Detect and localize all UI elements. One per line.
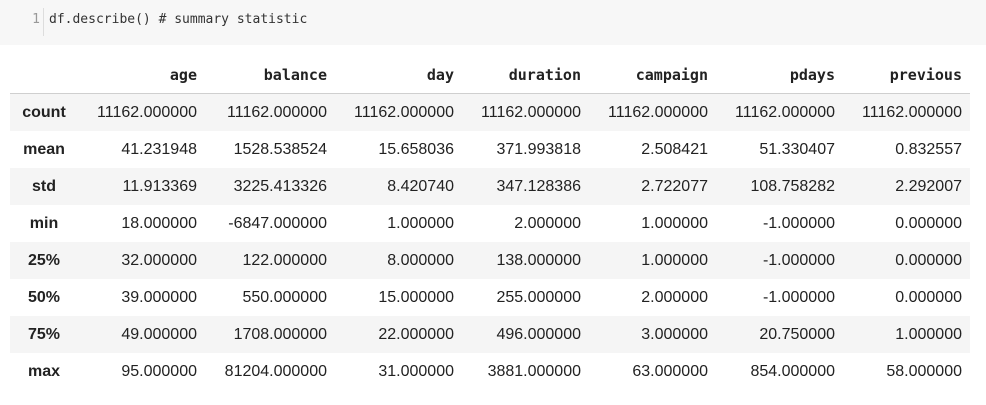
column-header: age: [78, 56, 205, 94]
column-header: campaign: [589, 56, 716, 94]
table-cell: 1.000000: [641, 214, 708, 232]
column-header: previous: [843, 56, 970, 94]
table-cell: 22.000000: [378, 325, 454, 343]
table-cell: 58.000000: [886, 362, 962, 380]
table-cell: 32.000000: [121, 251, 197, 269]
table-cell: 15.000000: [378, 288, 454, 306]
table-cell: 3.000000: [641, 325, 708, 343]
table-cell: 31.000000: [378, 362, 454, 380]
row-label: min: [29, 214, 59, 232]
table-row: 25% 32.000000 122.000000 8.000000 138.00…: [10, 242, 970, 279]
line-number: 1: [32, 12, 40, 27]
row-label: std: [32, 177, 56, 195]
table-row: mean 41.231948 1528.538524 15.658036 371…: [10, 131, 970, 168]
table-row: min 18.000000 -6847.000000 1.000000 2.00…: [10, 205, 970, 242]
table-row: count 11162.000000 11162.000000 11162.00…: [10, 93, 970, 131]
table-row: max 95.000000 81204.000000 31.000000 388…: [10, 353, 970, 390]
column-header: pdays: [716, 56, 843, 94]
table-cell: 1.000000: [895, 325, 962, 343]
table-cell: 1.000000: [641, 251, 708, 269]
describe-table: age balance day duration campaign pdays …: [10, 56, 970, 390]
table-cell: 2.722077: [641, 177, 708, 195]
code-cell[interactable]: 1 df.describe() # summary statistic: [0, 0, 986, 45]
table-cell: 347.128386: [496, 177, 581, 195]
table-cell: 550.000000: [242, 288, 327, 306]
table-cell: 15.658036: [378, 140, 454, 158]
row-label: 50%: [27, 288, 61, 306]
table-cell: 854.000000: [750, 362, 835, 380]
table-header-row: age balance day duration campaign pdays …: [10, 56, 970, 94]
table-cell: 0.000000: [895, 288, 962, 306]
table-cell: 2.000000: [641, 288, 708, 306]
table-cell: 39.000000: [121, 288, 197, 306]
table-cell: 20.750000: [759, 325, 835, 343]
table-cell: -6847.000000: [228, 214, 327, 232]
table-cell: 8.420740: [387, 177, 454, 195]
table-cell: 11162.000000: [354, 103, 454, 121]
table-cell: 0.000000: [895, 251, 962, 269]
table-row: 75% 49.000000 1708.000000 22.000000 496.…: [10, 316, 970, 353]
table-cell: 11162.000000: [227, 103, 327, 121]
table-cell: 1528.538524: [233, 140, 327, 158]
gutter-divider: [43, 8, 44, 36]
table-cell: 2.292007: [895, 177, 962, 195]
table-cell: 2.000000: [514, 214, 581, 232]
column-header: balance: [205, 56, 335, 94]
table-cell: 8.000000: [387, 251, 454, 269]
table-cell: 51.330407: [759, 140, 835, 158]
table-cell: 0.832557: [895, 140, 962, 158]
table-cell: 11162.000000: [862, 103, 962, 121]
table-cell: 122.000000: [242, 251, 327, 269]
cell-output: age balance day duration campaign pdays …: [10, 56, 970, 390]
table-cell: 95.000000: [121, 362, 197, 380]
table-cell: 108.758282: [750, 177, 835, 195]
table-cell: 63.000000: [632, 362, 708, 380]
row-label: 25%: [27, 251, 61, 269]
table-cell: 2.508421: [641, 140, 708, 158]
table-cell: 11.913369: [122, 177, 197, 195]
table-cell: 11162.000000: [97, 103, 197, 121]
table-row: std 11.913369 3225.413326 8.420740 347.1…: [10, 168, 970, 205]
column-header: duration: [462, 56, 589, 94]
table-cell: -1.000000: [762, 288, 835, 306]
row-label: max: [27, 362, 61, 380]
table-cell: 496.000000: [496, 325, 581, 343]
table-cell: 11162.000000: [608, 103, 708, 121]
table-cell: 81204.000000: [224, 362, 327, 380]
column-header: day: [335, 56, 462, 94]
table-row: 50% 39.000000 550.000000 15.000000 255.0…: [10, 279, 970, 316]
row-label: count: [22, 103, 66, 121]
table-cell: 3881.000000: [487, 362, 581, 380]
table-cell: 18.000000: [121, 214, 197, 232]
table-cell: 0.000000: [895, 214, 962, 232]
table-cell: 11162.000000: [481, 103, 581, 121]
row-label: mean: [23, 140, 65, 158]
table-cell: 1.000000: [387, 214, 454, 232]
table-cell: 138.000000: [496, 251, 581, 269]
table-cell: -1.000000: [762, 251, 835, 269]
table-cell: 41.231948: [121, 140, 197, 158]
table-cell: 49.000000: [121, 325, 197, 343]
table-cell: 255.000000: [496, 288, 581, 306]
index-header: [10, 56, 78, 94]
table-cell: 1708.000000: [233, 325, 327, 343]
table-cell: 11162.000000: [735, 103, 835, 121]
code-line[interactable]: df.describe() # summary statistic: [49, 12, 308, 27]
table-cell: -1.000000: [762, 214, 835, 232]
row-label: 75%: [27, 325, 61, 343]
table-cell: 3225.413326: [233, 177, 327, 195]
table-cell: 371.993818: [496, 140, 581, 158]
